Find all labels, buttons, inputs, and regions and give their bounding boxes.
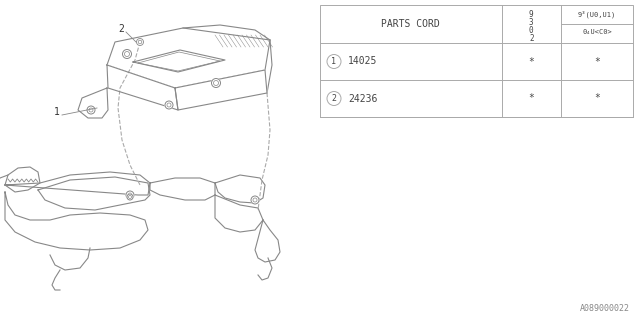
Circle shape — [126, 191, 134, 199]
Text: 0: 0 — [529, 26, 534, 35]
Text: *: * — [594, 57, 600, 67]
Circle shape — [122, 50, 131, 59]
Polygon shape — [78, 88, 108, 118]
Text: 3: 3 — [529, 18, 534, 27]
Circle shape — [251, 196, 259, 204]
Circle shape — [327, 54, 341, 68]
Circle shape — [165, 101, 173, 109]
Polygon shape — [255, 220, 280, 262]
Text: 2: 2 — [118, 24, 124, 34]
Polygon shape — [133, 50, 225, 72]
Polygon shape — [175, 70, 267, 110]
Text: 1: 1 — [54, 107, 60, 117]
Circle shape — [136, 38, 143, 45]
Text: 9³(U0,U1): 9³(U0,U1) — [578, 11, 616, 18]
Circle shape — [127, 194, 133, 200]
Polygon shape — [215, 195, 263, 232]
Text: *: * — [529, 57, 534, 67]
Text: *: * — [594, 93, 600, 103]
Text: *: * — [529, 93, 534, 103]
Polygon shape — [138, 52, 220, 71]
Polygon shape — [215, 175, 265, 203]
Bar — [320, 5, 633, 117]
Polygon shape — [5, 192, 148, 250]
Text: 2: 2 — [529, 34, 534, 43]
Text: A089000022: A089000022 — [580, 304, 630, 313]
Text: 2: 2 — [332, 94, 337, 103]
Polygon shape — [38, 177, 150, 210]
Text: 24236: 24236 — [348, 93, 378, 103]
Polygon shape — [107, 65, 178, 110]
Text: 0₄U<C0>: 0₄U<C0> — [582, 29, 612, 36]
Polygon shape — [150, 178, 215, 200]
Text: 1: 1 — [332, 57, 337, 66]
Polygon shape — [107, 28, 270, 88]
Circle shape — [211, 78, 221, 87]
Polygon shape — [5, 172, 150, 195]
Polygon shape — [5, 167, 40, 192]
Circle shape — [327, 92, 341, 106]
Text: 9: 9 — [529, 10, 534, 19]
Circle shape — [87, 106, 95, 114]
Text: PARTS CORD: PARTS CORD — [381, 19, 440, 29]
Text: 14025: 14025 — [348, 57, 378, 67]
